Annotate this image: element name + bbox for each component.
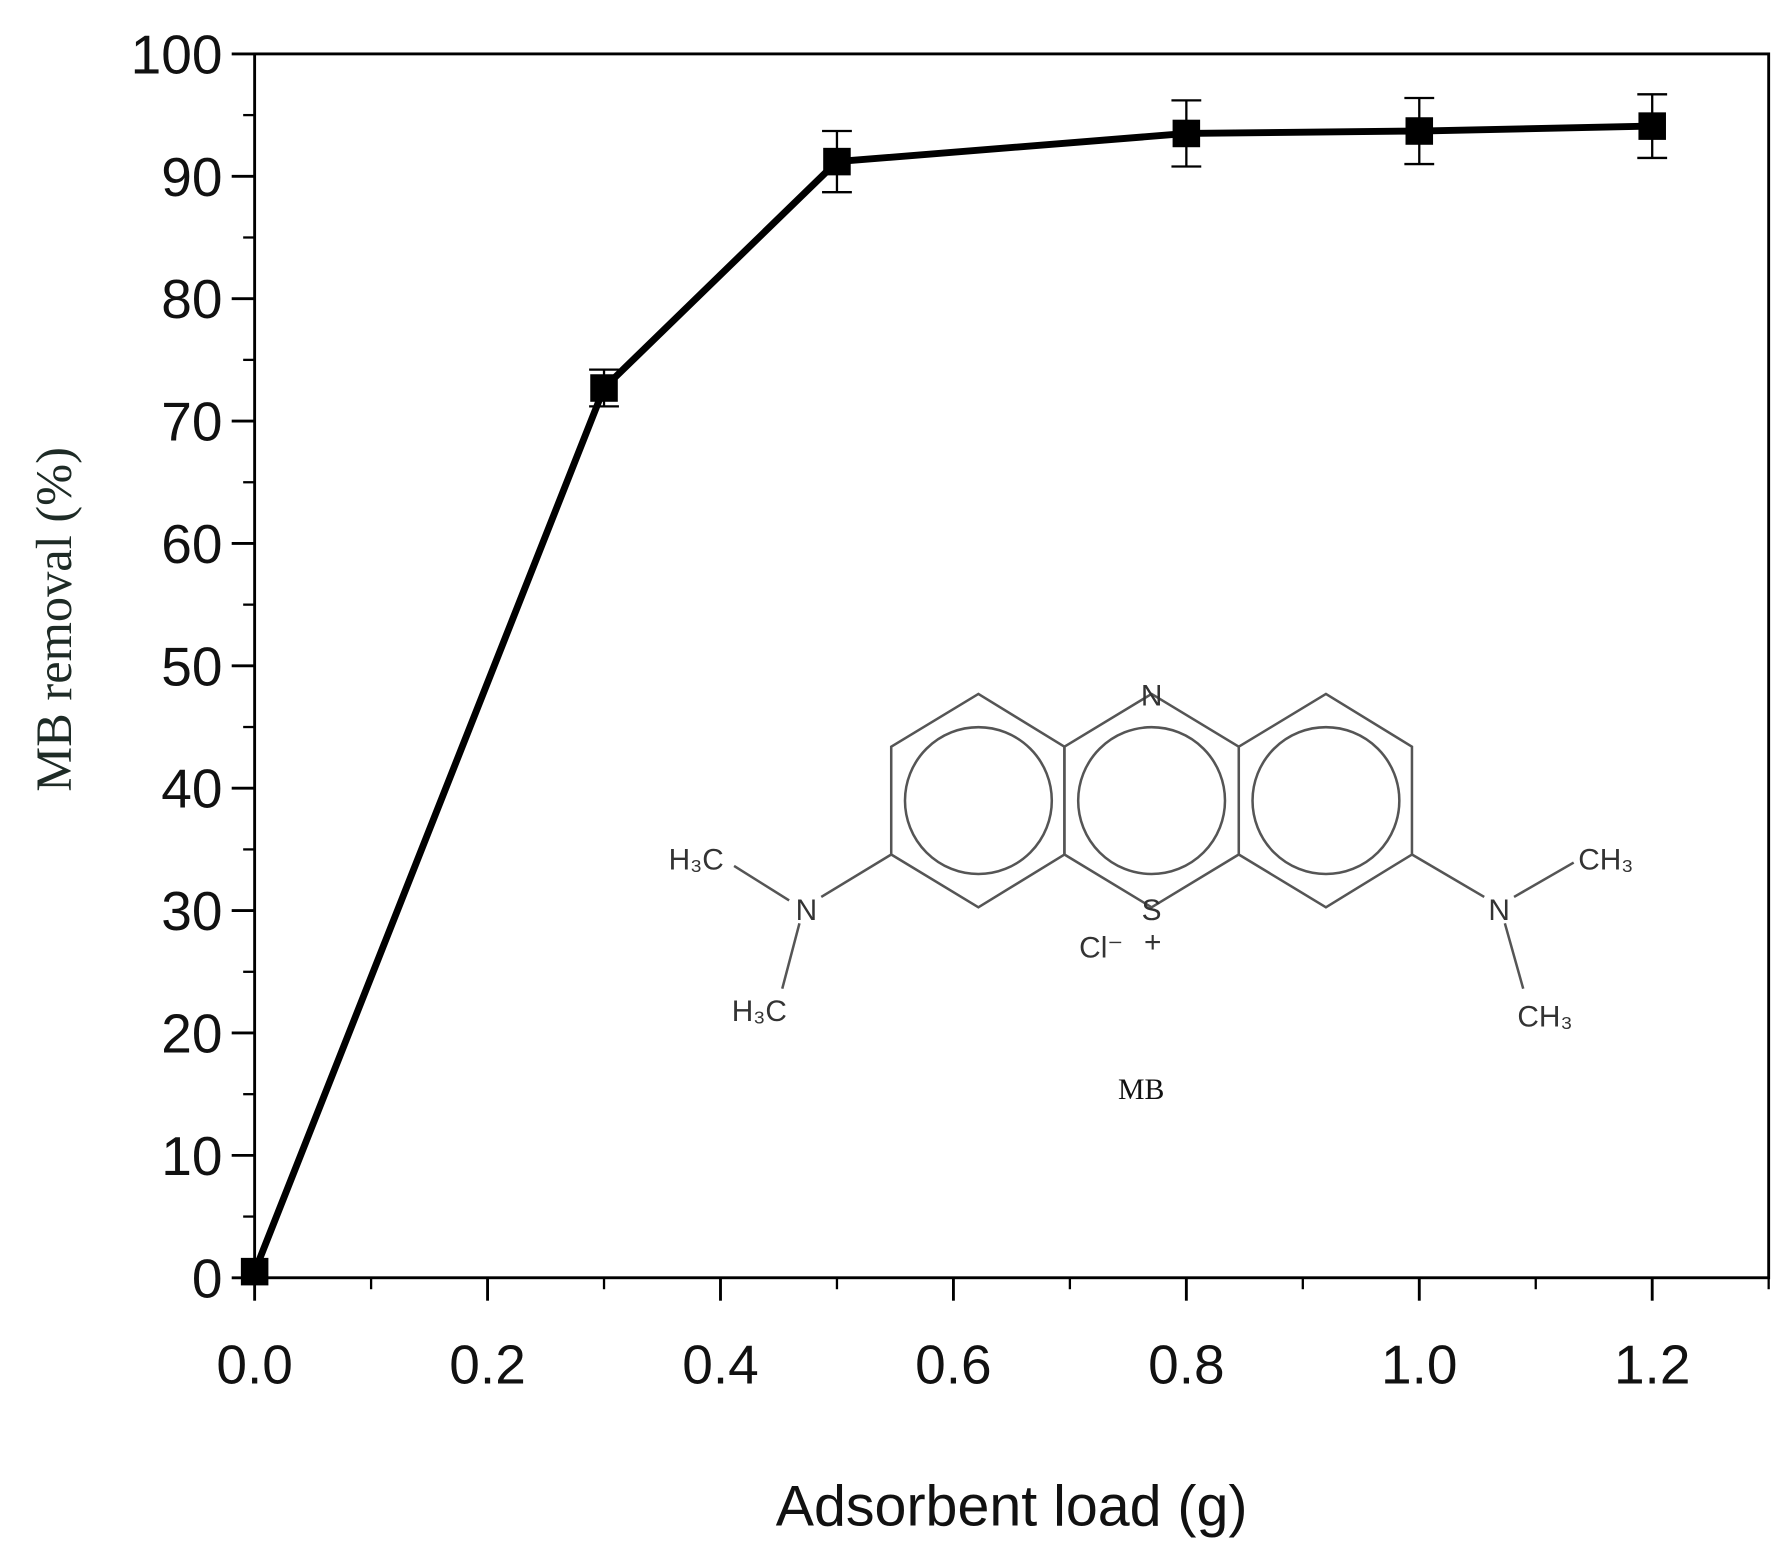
- atom-label: H₃C: [732, 995, 787, 1028]
- marker: [1405, 117, 1434, 145]
- y-tick-label: 30: [161, 880, 222, 942]
- atom-label: H₃C: [669, 843, 724, 876]
- molecule-name: MB: [1118, 1073, 1164, 1106]
- x-tick-label: 1.0: [1381, 1333, 1458, 1395]
- atom-label: N: [1141, 679, 1163, 712]
- y-tick-label: 90: [161, 146, 222, 208]
- x-tick-label: 0.6: [915, 1333, 992, 1395]
- y-tick-label: 80: [161, 268, 222, 330]
- x-tick-label: 0.0: [216, 1333, 293, 1395]
- atom-label: N: [1488, 894, 1510, 927]
- plot-frame: [253, 52, 1771, 1280]
- molecule: N S Cl⁻ + H₃C H₃C N N CH₃ CH₃ MB: [669, 679, 1634, 1105]
- y-tick-label: 70: [161, 391, 222, 453]
- plot-root: Adsorbent load (g) MB removal (%) N S Cl…: [26, 23, 1771, 1539]
- marker: [590, 374, 618, 402]
- y-tick-label: 60: [161, 513, 222, 575]
- y-tick-label: 40: [161, 758, 222, 820]
- series-line: [251, 122, 1653, 1273]
- atom-label: CH₃: [1517, 1001, 1572, 1034]
- marker: [1172, 119, 1201, 148]
- marker: [1638, 112, 1666, 140]
- atom-label: CH₃: [1578, 843, 1633, 876]
- atom-label: S: [1142, 894, 1162, 927]
- x-tick-label: 0.8: [1148, 1333, 1225, 1395]
- marker: [240, 1257, 269, 1286]
- y-tick-label: 20: [161, 1002, 222, 1064]
- x-axis-label: Adsorbent load (g): [776, 1475, 1248, 1539]
- y-axis-label: MB removal (%): [26, 447, 82, 792]
- x-tick-label: 0.2: [449, 1333, 526, 1395]
- atom-label: N: [796, 894, 818, 927]
- atom-label: +: [1144, 926, 1161, 959]
- x-tick-label: 1.2: [1614, 1333, 1691, 1395]
- atom-label: Cl⁻: [1079, 932, 1123, 965]
- marker: [823, 147, 851, 176]
- y-tick-label: 0: [192, 1247, 223, 1309]
- y-tick-label: 100: [131, 23, 223, 85]
- y-tick-label: 10: [161, 1125, 222, 1187]
- x-tick-label: 0.4: [682, 1333, 759, 1395]
- y-tick-label: 50: [161, 635, 222, 697]
